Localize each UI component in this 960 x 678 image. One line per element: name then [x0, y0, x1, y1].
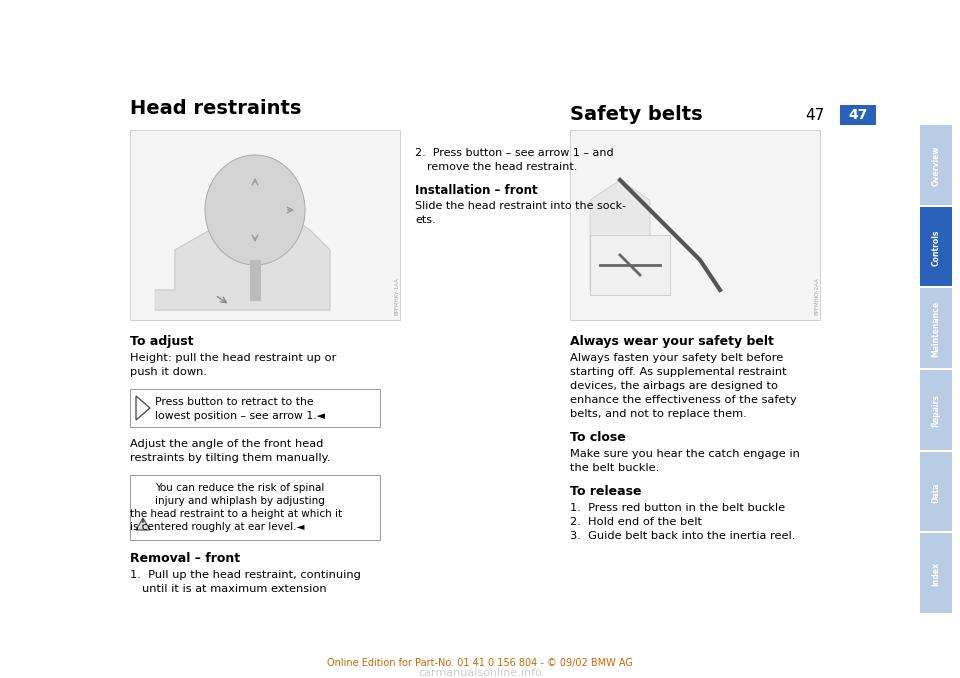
Text: Repairs: Repairs [931, 395, 941, 427]
Bar [920, 452, 952, 532]
Bar [130, 389, 380, 427]
Text: carmanualsonline.info: carmanualsonline.info [418, 668, 542, 678]
Text: the head restraint to a height at which it: the head restraint to a height at which … [130, 509, 342, 519]
Text: 3.  Guide belt back into the inertia reel.: 3. Guide belt back into the inertia reel… [570, 531, 796, 541]
Text: lowest position – see arrow 1.◄: lowest position – see arrow 1.◄ [155, 411, 325, 421]
Text: BPFMHKY-1AA: BPFMHKY-1AA [395, 277, 399, 315]
Text: ets.: ets. [415, 215, 436, 225]
Text: until it is at maximum extension: until it is at maximum extension [142, 584, 326, 594]
Text: remove the head restraint.: remove the head restraint. [427, 162, 577, 172]
Text: Height: pull the head restraint up or: Height: pull the head restraint up or [130, 353, 336, 363]
Bar [920, 288, 952, 368]
Text: restraints by tilting them manually.: restraints by tilting them manually. [130, 453, 330, 463]
Bar [130, 475, 380, 540]
Text: To close: To close [570, 431, 626, 444]
Text: injury and whiplash by adjusting: injury and whiplash by adjusting [155, 496, 324, 506]
Text: Adjust the angle of the front head: Adjust the angle of the front head [130, 439, 324, 449]
Text: Online Edition for Part-No. 01 41 0 156 804 - © 09/02 BMW AG: Online Edition for Part-No. 01 41 0 156 … [327, 658, 633, 668]
Text: Make sure you hear the catch engage in: Make sure you hear the catch engage in [570, 449, 800, 459]
Text: 2.  Hold end of the belt: 2. Hold end of the belt [570, 517, 702, 527]
Text: To adjust: To adjust [130, 335, 194, 348]
Text: Head restraints: Head restraints [130, 98, 301, 117]
Text: 1.  Pull up the head restraint, continuing: 1. Pull up the head restraint, continuin… [130, 570, 361, 580]
Polygon shape [136, 518, 150, 530]
Bar [920, 370, 952, 450]
Ellipse shape [205, 155, 305, 265]
Bar [920, 207, 952, 286]
Text: 2.  Press button – see arrow 1 – and: 2. Press button – see arrow 1 – and [415, 148, 613, 158]
Text: devices, the airbags are designed to: devices, the airbags are designed to [570, 381, 778, 391]
Text: starting off. As supplemental restraint: starting off. As supplemental restraint [570, 367, 786, 377]
Text: Overview: Overview [931, 146, 941, 186]
Text: belts, and not to replace them.: belts, and not to replace them. [570, 409, 747, 419]
Text: is centered roughly at ear level.◄: is centered roughly at ear level.◄ [130, 522, 304, 532]
Text: Controls: Controls [931, 229, 941, 266]
Bar [130, 130, 400, 320]
Bar [570, 130, 820, 320]
Polygon shape [155, 210, 330, 310]
Polygon shape [590, 180, 650, 290]
Bar [590, 235, 670, 295]
Text: You can reduce the risk of spinal: You can reduce the risk of spinal [155, 483, 324, 493]
Text: the belt buckle.: the belt buckle. [570, 463, 660, 473]
Text: Press button to retract to the: Press button to retract to the [155, 397, 314, 407]
Text: 47: 47 [805, 108, 825, 123]
Text: Installation – front: Installation – front [415, 184, 538, 197]
Text: 47: 47 [849, 108, 868, 122]
Text: To release: To release [570, 485, 641, 498]
Text: Removal – front: Removal – front [130, 552, 240, 565]
Text: 1.  Press red button in the belt buckle: 1. Press red button in the belt buckle [570, 503, 785, 513]
Text: Slide the head restraint into the sock-: Slide the head restraint into the sock- [415, 201, 626, 211]
Bar [920, 534, 952, 613]
Text: Index: Index [931, 562, 941, 586]
Text: !: ! [141, 519, 145, 527]
Text: BPFMHKY-2AA: BPFMHKY-2AA [814, 277, 820, 315]
Text: enhance the effectiveness of the safety: enhance the effectiveness of the safety [570, 395, 797, 405]
Text: Always wear your safety belt: Always wear your safety belt [570, 335, 774, 348]
Text: push it down.: push it down. [130, 367, 207, 377]
Text: Maintenance: Maintenance [931, 301, 941, 357]
Bar [840, 105, 876, 125]
Text: Always fasten your safety belt before: Always fasten your safety belt before [570, 353, 783, 363]
Text: Data: Data [931, 482, 941, 503]
Bar [920, 125, 952, 205]
Text: Safety belts: Safety belts [570, 106, 703, 125]
